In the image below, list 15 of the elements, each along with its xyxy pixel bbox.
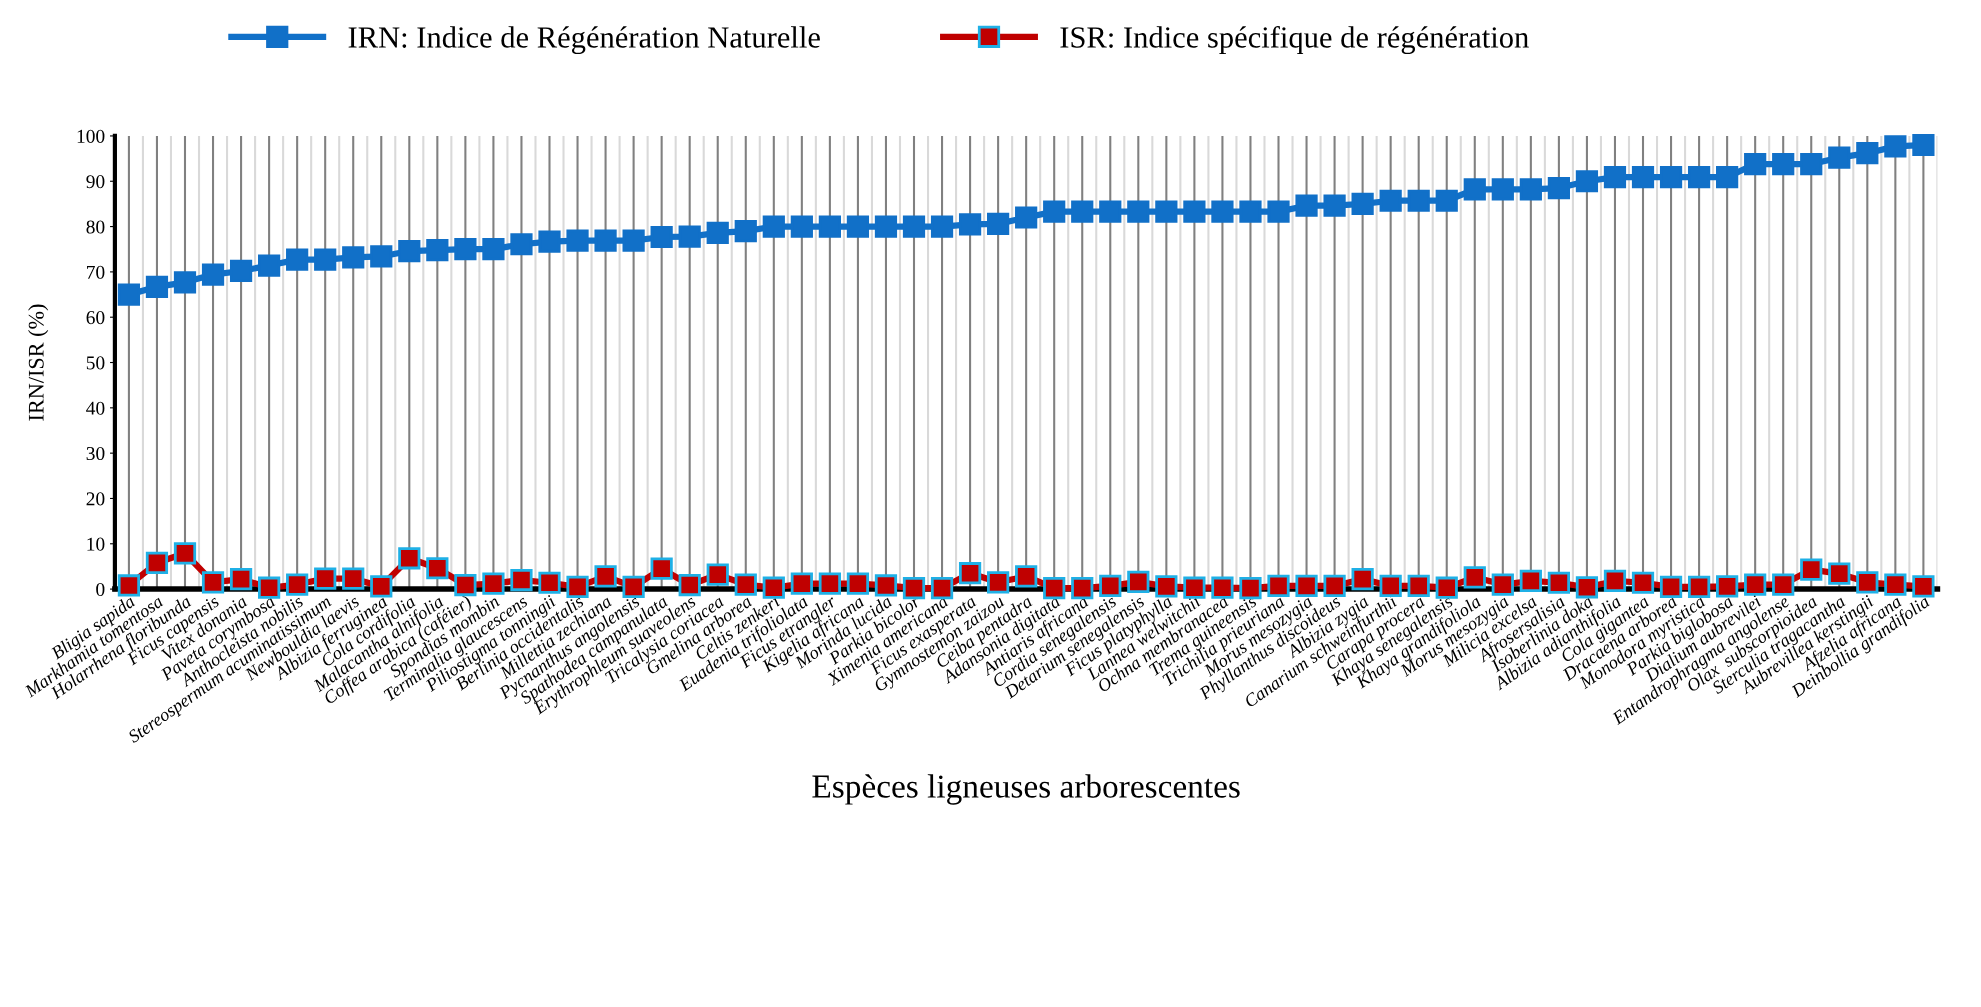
x-axis-title: Espèces ligneuses arborescentes [812,774,1240,805]
y-tick-label: 90 [86,175,105,189]
y-tick-label: 60 [86,311,105,325]
y-tick-label: 20 [86,492,105,506]
y-tick-label: 30 [86,446,105,461]
y-tick-label: 0 [96,582,105,597]
y-tick-label: 70 [87,265,105,279]
y-tick-label: 40 [86,401,105,415]
y-tick-label: 50 [86,356,105,370]
legend-label: IRN: Indice de Régénération Naturelle [348,26,820,55]
y-tick-label: 80 [86,220,105,234]
legend-label: ISR: Indice spécifique de régénération [1060,25,1529,55]
y-tick-label: 100 [77,129,105,143]
y-axis-title: IRN/ISR (%) [28,304,49,421]
y-tick-label: 10 [87,537,105,551]
